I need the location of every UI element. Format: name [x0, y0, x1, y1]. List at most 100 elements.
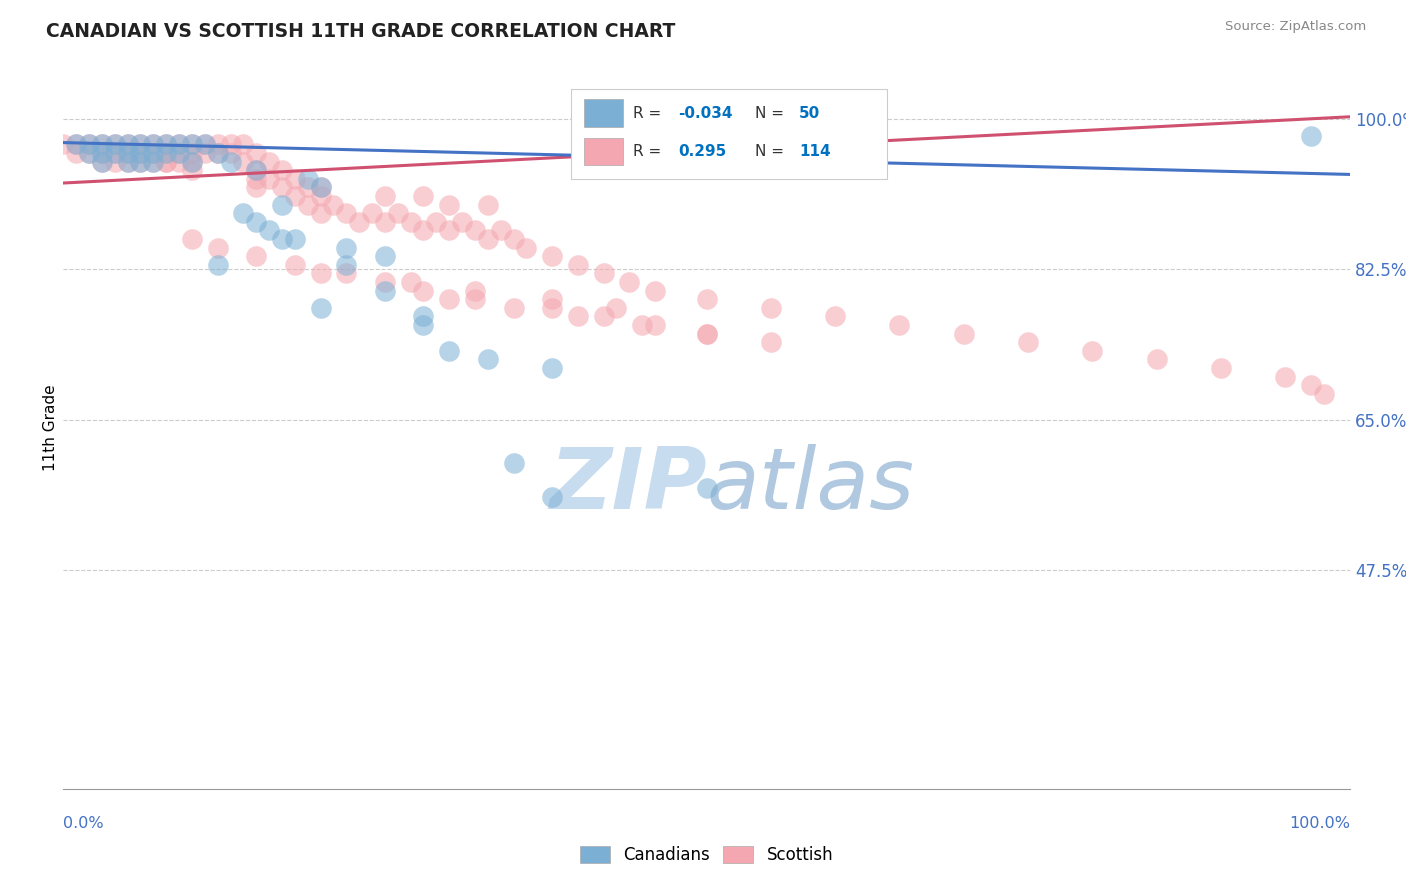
Point: [374, 215, 396, 229]
Text: CANADIAN VS SCOTTISH 11TH GRADE CORRELATION CHART: CANADIAN VS SCOTTISH 11TH GRADE CORRELAT…: [46, 22, 676, 41]
Point: [65, 137, 87, 152]
Point: [1146, 352, 1168, 367]
Point: [117, 145, 139, 160]
Point: [1017, 335, 1039, 350]
Point: [232, 206, 254, 220]
Point: [129, 154, 152, 169]
Point: [309, 180, 332, 194]
Point: [77, 137, 100, 152]
Point: [335, 206, 357, 220]
Bar: [585, 99, 623, 127]
Point: [181, 137, 204, 152]
Point: [181, 145, 204, 160]
Point: [167, 145, 190, 160]
Point: [889, 318, 911, 332]
Point: [181, 154, 204, 169]
Point: [167, 137, 190, 152]
Point: [129, 137, 152, 152]
Point: [117, 137, 139, 152]
Point: [284, 171, 307, 186]
Text: R =: R =: [633, 105, 666, 120]
Point: [245, 249, 267, 263]
Text: N =: N =: [755, 144, 789, 159]
Point: [477, 197, 499, 211]
Point: [374, 284, 396, 298]
Point: [464, 284, 486, 298]
Text: 50: 50: [799, 105, 820, 120]
Point: [142, 137, 165, 152]
Text: ZIP: ZIP: [548, 444, 707, 527]
Point: [284, 258, 307, 272]
Point: [90, 137, 112, 152]
Point: [90, 137, 112, 152]
Point: [297, 171, 319, 186]
Legend: Canadians, Scottish: Canadians, Scottish: [579, 846, 834, 864]
Point: [335, 241, 357, 255]
Point: [619, 275, 641, 289]
Point: [52, 137, 75, 152]
Point: [167, 145, 190, 160]
Y-axis label: 11th Grade: 11th Grade: [42, 384, 58, 472]
Point: [155, 154, 177, 169]
Point: [271, 180, 294, 194]
Point: [104, 145, 127, 160]
Point: [117, 137, 139, 152]
Point: [412, 189, 434, 203]
Point: [142, 154, 165, 169]
Point: [284, 232, 307, 246]
Point: [129, 145, 152, 160]
Point: [65, 145, 87, 160]
Point: [439, 223, 461, 237]
Point: [297, 180, 319, 194]
Point: [257, 171, 280, 186]
Point: [387, 206, 409, 220]
Point: [824, 310, 846, 324]
Point: [502, 232, 524, 246]
Point: [245, 171, 267, 186]
Point: [207, 145, 229, 160]
Point: [953, 326, 976, 341]
Point: [759, 335, 782, 350]
Point: [155, 154, 177, 169]
Point: [309, 266, 332, 280]
Point: [425, 215, 447, 229]
Point: [142, 145, 165, 160]
Point: [155, 145, 177, 160]
Point: [309, 189, 332, 203]
Point: [335, 258, 357, 272]
Point: [502, 301, 524, 315]
Point: [361, 206, 384, 220]
Point: [1301, 378, 1323, 392]
Point: [1081, 343, 1104, 358]
Point: [1301, 128, 1323, 143]
Text: -0.034: -0.034: [678, 105, 733, 120]
Point: [284, 189, 307, 203]
Point: [309, 301, 332, 315]
Point: [605, 301, 627, 315]
Point: [104, 137, 127, 152]
Point: [117, 145, 139, 160]
Point: [207, 241, 229, 255]
Point: [65, 137, 87, 152]
Point: [374, 275, 396, 289]
Point: [592, 266, 614, 280]
Point: [142, 137, 165, 152]
Point: [219, 137, 242, 152]
Point: [207, 137, 229, 152]
Point: [117, 154, 139, 169]
Point: [759, 301, 782, 315]
Point: [245, 180, 267, 194]
Point: [439, 343, 461, 358]
Point: [374, 189, 396, 203]
Point: [245, 163, 267, 178]
Point: [374, 249, 396, 263]
Point: [90, 145, 112, 160]
Point: [245, 215, 267, 229]
Text: 0.0%: 0.0%: [63, 816, 104, 830]
Point: [77, 137, 100, 152]
Point: [104, 137, 127, 152]
Point: [541, 249, 564, 263]
Point: [631, 318, 654, 332]
Point: [451, 215, 474, 229]
Point: [219, 154, 242, 169]
